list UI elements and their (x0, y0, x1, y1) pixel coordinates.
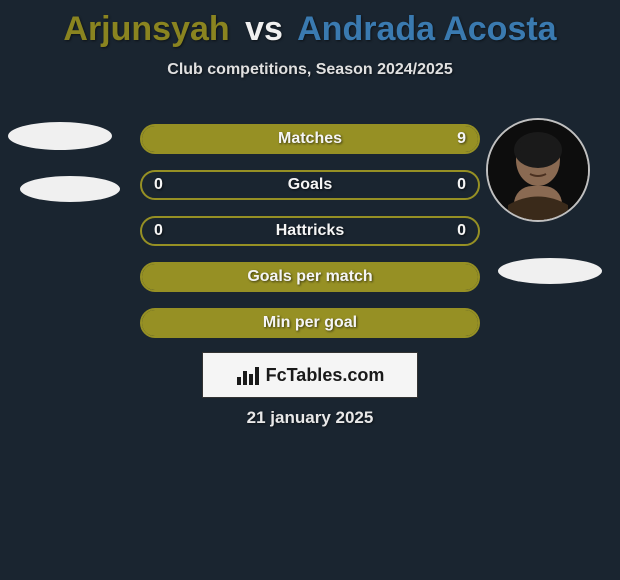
bar-label: Goals per match (140, 262, 480, 292)
player1-name: Arjunsyah (63, 10, 229, 48)
stat-row: Hattricks0 0 (140, 216, 480, 246)
bar-label: Hattricks (140, 216, 480, 246)
stat-row: Min per goal (140, 308, 480, 338)
player2-block (486, 118, 590, 222)
bar-label: Min per goal (140, 308, 480, 338)
bars-icon (236, 365, 262, 385)
vs-text: vs (245, 10, 283, 48)
stat-row: Goals0 0 (140, 170, 480, 200)
fctables-logo: FcTables.com (202, 352, 418, 398)
player2-avatar (486, 118, 590, 222)
bar-label: Goals (140, 170, 480, 200)
player2-name: Andrada Acosta (297, 10, 556, 48)
subtitle: Club competitions, Season 2024/2025 (0, 61, 620, 79)
bar-value-right: 9 (457, 124, 466, 154)
player2-pill (498, 258, 602, 284)
player1-avatar-placeholder-2 (20, 176, 120, 202)
bar-value-left: 0 (154, 216, 163, 246)
bar-value-right: 0 (457, 216, 466, 246)
stats-bars: Matches9Goals00Hattricks00Goals per matc… (140, 124, 480, 354)
bar-label: Matches (140, 124, 480, 154)
page-title: Arjunsyah vs Andrada Acosta (0, 0, 620, 49)
stat-row: Goals per match (140, 262, 480, 292)
bar-value-left: 0 (154, 170, 163, 200)
person-icon (488, 120, 588, 220)
bar-value-right: 0 (457, 170, 466, 200)
logo-text: FcTables.com (266, 365, 385, 386)
date-text: 21 january 2025 (0, 408, 620, 428)
player1-avatar-placeholder-1 (8, 122, 112, 150)
stat-row: Matches9 (140, 124, 480, 154)
